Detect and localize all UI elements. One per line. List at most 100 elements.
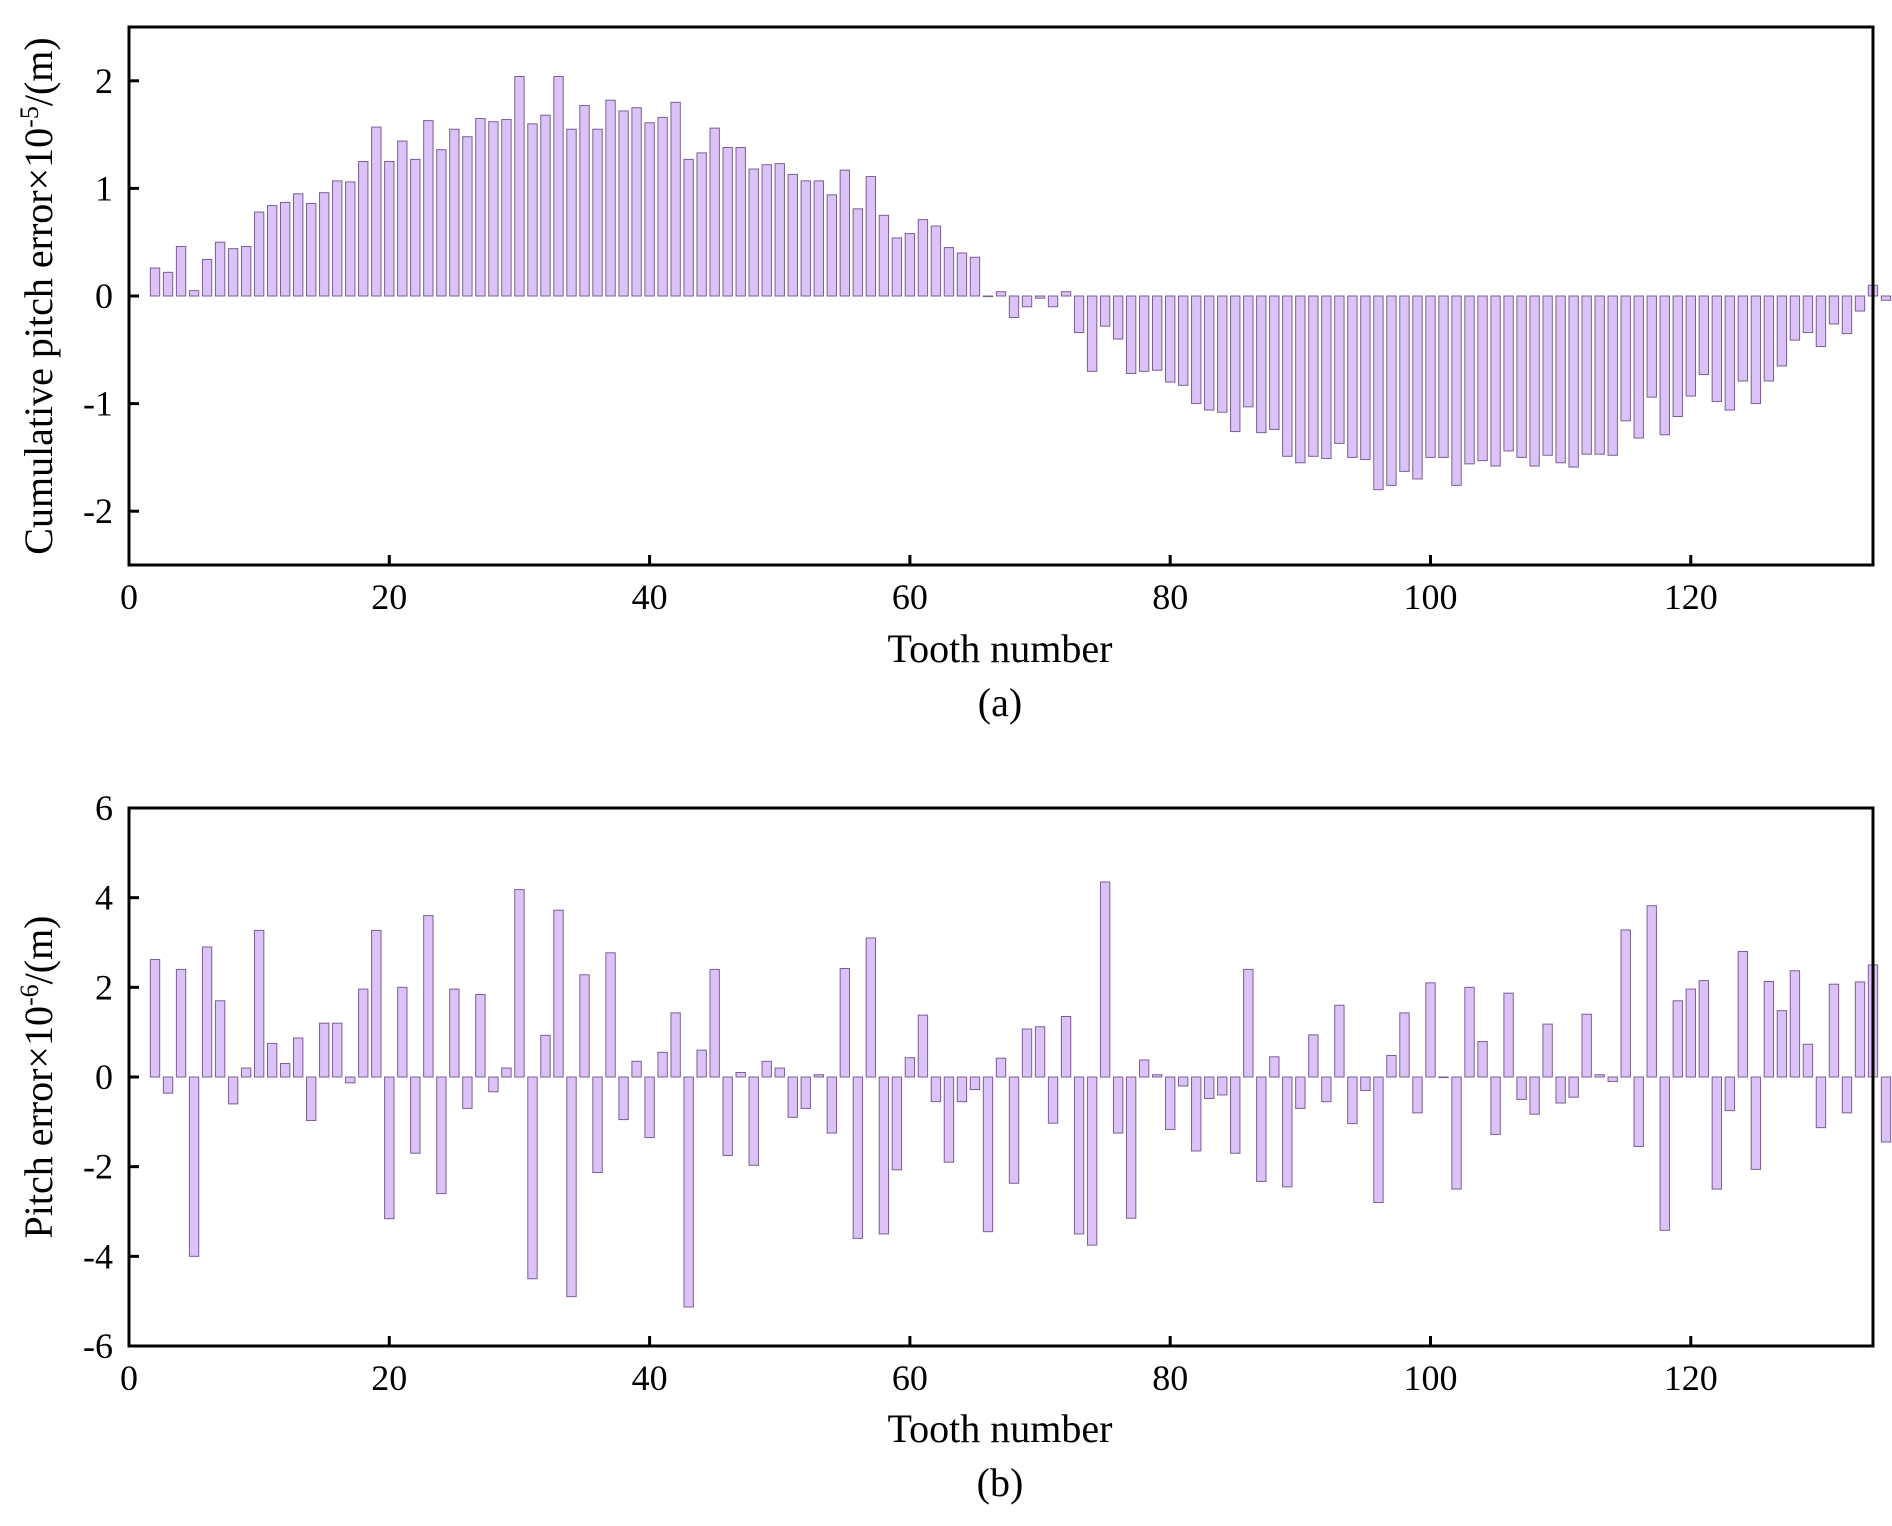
bar-a-111 — [1568, 295, 1579, 468]
bar-a-112 — [1581, 295, 1592, 455]
bar-b-49 — [761, 1060, 772, 1078]
bar-a-82 — [1191, 295, 1202, 405]
bar-b-123 — [1724, 1076, 1736, 1112]
y-tick-label-a-1: 1 — [95, 168, 113, 208]
bar-a-86 — [1243, 295, 1254, 408]
bar-a-59 — [891, 237, 903, 297]
bar-a-55 — [839, 169, 851, 297]
bar-b-6 — [201, 946, 213, 1078]
bar-b-106 — [1503, 992, 1514, 1078]
bar-b-126 — [1763, 981, 1775, 1078]
bar-b-55 — [839, 968, 851, 1078]
bar-b-82 — [1191, 1076, 1202, 1152]
bar-b-92 — [1321, 1076, 1332, 1103]
bar-b-21 — [397, 986, 408, 1078]
bar-b-54 — [826, 1076, 837, 1134]
y-axis-label-a-exponent: -5 — [15, 106, 44, 128]
bar-a-24 — [436, 149, 447, 297]
bar-a-92 — [1321, 295, 1332, 459]
bar-a-123 — [1724, 295, 1736, 411]
bar-b-48 — [748, 1076, 759, 1166]
bar-b-131 — [1828, 983, 1840, 1078]
bar-a-74 — [1086, 295, 1098, 372]
bar-a-54 — [826, 194, 837, 297]
bar-a-14 — [306, 202, 317, 297]
bar-a-36 — [592, 128, 603, 297]
bar-b-63 — [943, 1076, 955, 1163]
bar-a-98 — [1399, 295, 1410, 472]
bar-a-135 — [1880, 295, 1892, 301]
x-axis-label-b: Tooth number — [888, 1406, 1113, 1451]
bar-b-83 — [1204, 1076, 1215, 1100]
bar-b-125 — [1750, 1076, 1762, 1170]
bar-b-77 — [1125, 1076, 1137, 1219]
bar-b-105 — [1490, 1076, 1501, 1135]
y-tick-label-a-0: 0 — [95, 276, 113, 316]
bar-a-87 — [1256, 295, 1267, 434]
bar-b-78 — [1138, 1059, 1150, 1078]
bar-a-99 — [1412, 295, 1423, 480]
bar-a-5 — [188, 290, 200, 297]
bar-b-69 — [1021, 1028, 1033, 1078]
y-tick-label-a--2: -2 — [83, 491, 113, 531]
bar-b-133 — [1854, 981, 1866, 1078]
bar-a-45 — [709, 127, 720, 297]
bar-a-2 — [149, 267, 161, 297]
x-tick-label-a-80: 80 — [1152, 577, 1188, 617]
bar-b-118 — [1659, 1076, 1670, 1231]
bar-b-39 — [631, 1060, 642, 1078]
bar-b-94 — [1347, 1076, 1358, 1125]
bar-a-30 — [514, 76, 525, 297]
bar-a-118 — [1659, 295, 1670, 436]
bar-b-121 — [1698, 980, 1709, 1078]
bar-b-46 — [722, 1076, 733, 1156]
bar-a-102 — [1451, 295, 1462, 486]
caption-a: (a) — [978, 680, 1022, 725]
bar-a-103 — [1464, 295, 1475, 465]
bar-a-21 — [397, 140, 408, 297]
bar-b-89 — [1282, 1076, 1293, 1188]
bar-a-4 — [175, 246, 187, 297]
bar-b-102 — [1451, 1076, 1462, 1190]
bar-a-39 — [631, 107, 642, 297]
bar-b-114 — [1607, 1076, 1618, 1082]
bar-b-61 — [917, 1014, 929, 1078]
bar-b-16 — [332, 1022, 343, 1078]
bar-b-3 — [162, 1076, 174, 1094]
bar-a-23 — [423, 120, 434, 297]
bar-a-133 — [1854, 295, 1866, 312]
bar-b-8 — [227, 1076, 239, 1105]
y-tick-label-a-2: 2 — [95, 61, 113, 101]
bar-b-81 — [1178, 1076, 1189, 1087]
bar-a-32 — [540, 114, 551, 297]
bar-b-29 — [501, 1067, 512, 1078]
bar-b-56 — [852, 1076, 864, 1239]
bar-b-40 — [644, 1076, 655, 1139]
bar-a-93 — [1334, 295, 1345, 444]
x-tick-label-a-60: 60 — [892, 577, 928, 617]
bar-a-47 — [735, 147, 746, 297]
bar-a-110 — [1555, 295, 1566, 464]
bar-a-33 — [553, 76, 564, 297]
x-tick-label-a-120: 120 — [1664, 577, 1718, 617]
y-axis-label-b-unit: /(m) — [16, 915, 61, 984]
y-axis-b: -6 -4 -2 0 2 4 6 — [83, 788, 139, 1366]
bar-a-76 — [1112, 295, 1124, 340]
bar-a-77 — [1125, 295, 1137, 374]
bar-b-112 — [1581, 1013, 1592, 1078]
bar-a-64 — [956, 252, 968, 297]
bar-b-53 — [813, 1074, 824, 1078]
bar-b-100 — [1425, 982, 1436, 1078]
bar-b-116 — [1633, 1076, 1644, 1147]
bar-b-130 — [1815, 1076, 1827, 1129]
bar-a-12 — [279, 201, 291, 297]
bar-a-132 — [1841, 295, 1853, 335]
y-tick-label-b-6: 6 — [95, 788, 113, 828]
bar-b-103 — [1464, 986, 1475, 1078]
bar-a-105 — [1490, 295, 1501, 467]
bar-a-18 — [358, 161, 369, 297]
x-tick-label-b-40: 40 — [632, 1358, 668, 1398]
bar-b-2 — [149, 959, 161, 1078]
bar-a-19 — [371, 126, 382, 297]
